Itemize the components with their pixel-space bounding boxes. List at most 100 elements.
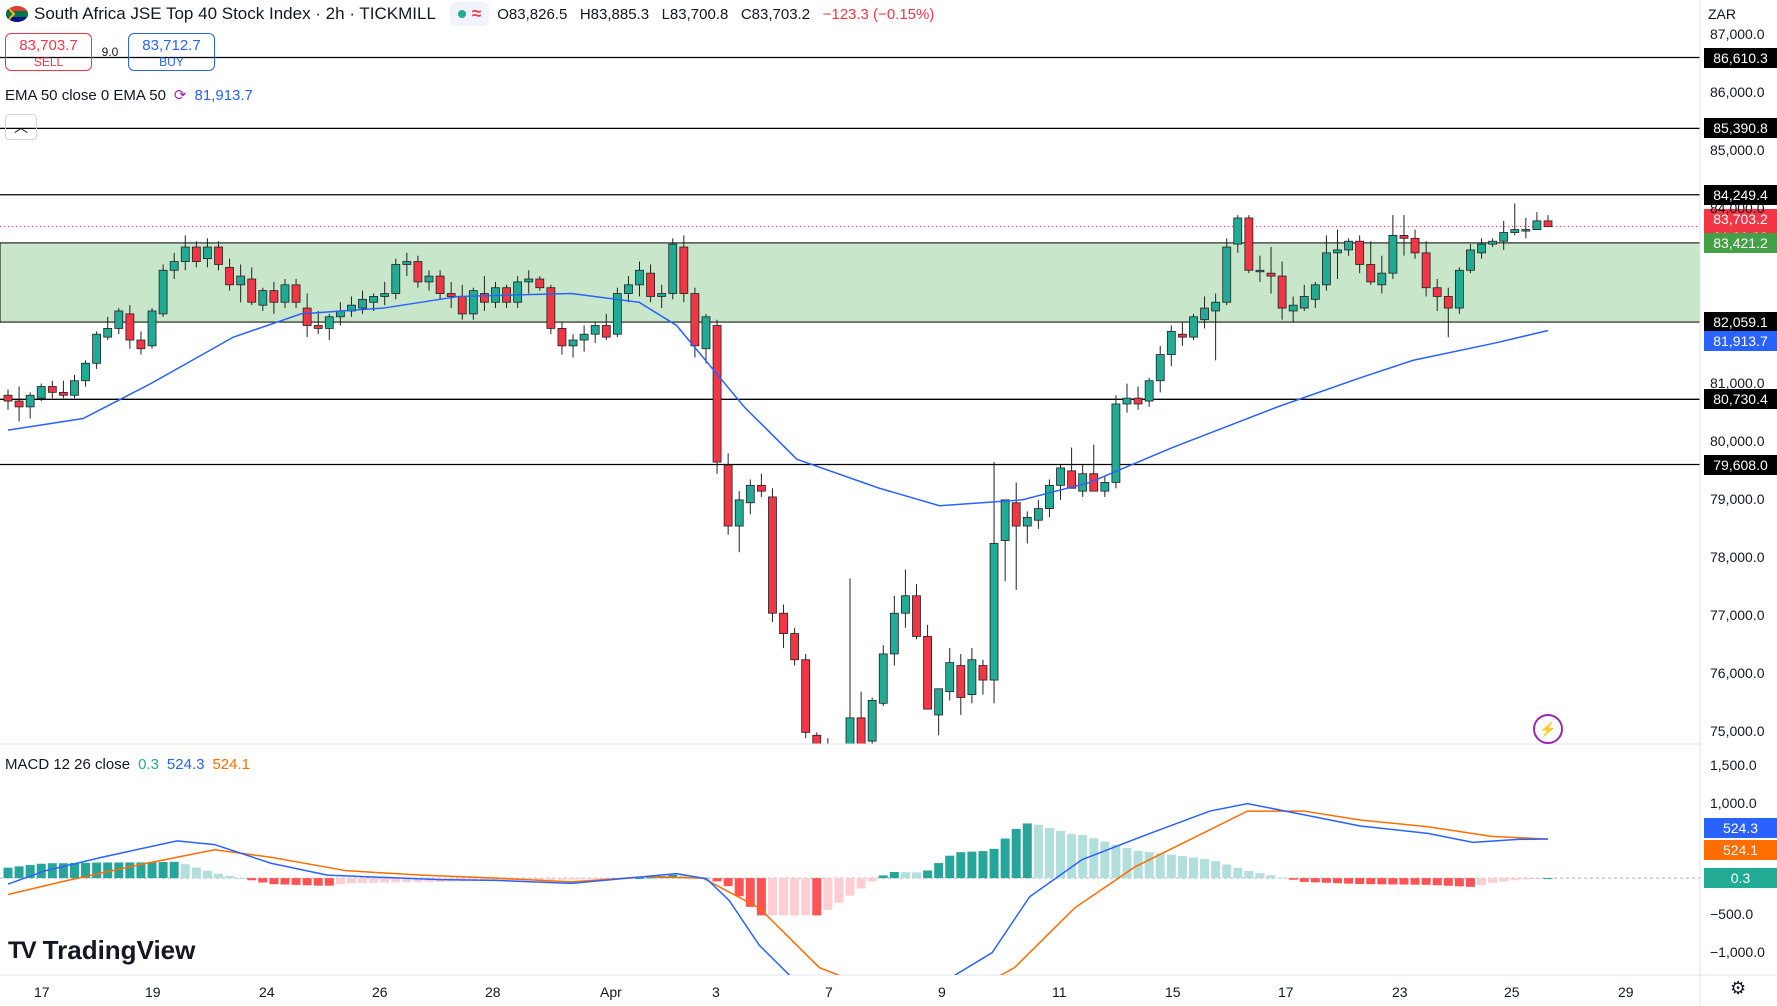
macd-hist-bar [1510,878,1520,881]
collapse-legend-button[interactable]: ︿ [5,114,37,140]
price-tick: 79,000.0 [1710,490,1765,507]
currency-label[interactable]: ZAR [1708,6,1736,22]
bullish-candle [468,290,478,315]
lightning-alert-icon[interactable]: ⚡ [1533,714,1563,744]
date-tick: 19 [145,984,161,1000]
bullish-candle [1200,307,1209,321]
macd-hist-bar [1521,878,1531,880]
macd-hist-bar [889,871,899,879]
bullish-candle [1333,249,1342,254]
macd-hist-bar [1421,878,1431,885]
bullish-candle [1155,354,1165,382]
support-zone [0,242,1701,323]
bearish-candle [601,325,611,338]
symbol-header: South Africa JSE Top 40 Stock Index · 2h… [0,0,934,28]
macd-hist-bar [1056,830,1066,879]
macd-hist-bar [1288,878,1298,880]
bearish-candle [856,717,866,744]
macd-hist-bar [14,866,24,879]
ema-legend[interactable]: EMA 50 close 0 EMA 50 ⟳ 81,913.7 [5,86,253,105]
bullish-candle [1488,240,1498,245]
macd-hist-bar [712,878,722,882]
macd-hist-bar [1532,878,1542,880]
macd-hist-bar [756,878,766,916]
symbol-title[interactable]: South Africa JSE Top 40 Stock Index · 2h… [34,4,436,23]
bearish-candle [557,328,567,347]
chevron-up-icon: ︿ [14,119,28,135]
buy-button[interactable]: 83,712.7 BUY [128,33,215,71]
macd-hist-bar [557,878,567,880]
macd-legend[interactable]: MACD 12 26 close 0.3 524.3 524.1 [5,756,250,773]
bearish-candle [1266,272,1276,277]
bullish-candle [92,333,102,364]
bullish-candle [1000,499,1010,541]
bearish-candle [978,665,988,681]
macd-hist-bar [1155,853,1165,879]
macd-hist-bar [834,878,844,903]
macd-hist-bar [1332,878,1342,884]
bearish-candle [712,325,722,463]
sell-price: 83,703.7 [19,37,78,54]
market-status[interactable]: ≈ [449,2,490,26]
macd-hist-bar [1089,838,1099,879]
macd-hist-bar [978,851,988,879]
bearish-candle [413,261,423,283]
macd-hist-bar [812,878,822,916]
ohlc-values: O83,826.5 H83,885.3 L83,700.8 C83,703.2 … [497,6,934,23]
bullish-candle [280,284,290,303]
macd-hist-bar [1022,823,1032,879]
bearish-candle [535,278,545,289]
bullish-candle [203,246,212,260]
macd-hist-bar [125,862,135,879]
macd-tick: 1,000.0 [1710,794,1757,811]
tradingview-mark-icon: TV [8,936,37,964]
bullish-candle [1532,220,1542,230]
macd-hist-bar [1477,878,1487,886]
spread-value: 9.0 [101,45,119,59]
bullish-candle [25,394,35,408]
date-tick: 28 [485,984,501,1000]
bearish-candle [1133,397,1143,405]
bullish-candle [1255,269,1265,273]
bullish-candle [1322,252,1331,286]
bullish-candle [624,284,633,294]
bearish-candle [136,339,146,350]
bullish-candle [524,278,534,283]
macd-hist-bar [236,878,246,880]
macd-hist-bar [291,878,301,885]
bearish-candle [313,325,323,329]
gear-icon[interactable]: ⚙ [1730,978,1747,998]
macd-hist-bar [346,878,356,884]
macd-hist-bar [1100,841,1110,879]
macd-hist-bar [1255,873,1265,879]
macd-hist-bar [269,878,279,885]
bearish-candle [302,307,312,326]
macd-hist-bar [180,864,190,879]
macd-hist-bar [391,878,401,883]
macd-hist-bar [114,862,124,879]
macd-hist-bar [911,872,921,879]
macd-hist-bar [568,878,578,880]
macd-hist-bar [191,867,201,879]
bullish-candle [878,653,888,704]
bearish-candle [47,386,57,393]
bullish-candle [1510,229,1520,233]
macd-hist-bar [280,878,290,885]
bearish-candle [480,293,489,303]
macd-hist-bar [1344,878,1354,884]
low-value: L83,700.8 [661,5,729,23]
close-value: C83,703.2 [740,5,811,23]
bullish-candle [734,499,744,527]
price-label-level: 85,390.8 [1704,118,1777,139]
buy-price: 83,712.7 [142,37,201,54]
macd-hist-bar [1211,861,1221,879]
bearish-candle [58,391,68,396]
refresh-icon[interactable]: ⟳ [173,87,187,104]
bullish-candle [745,484,755,504]
macd-hist-bar [767,878,777,916]
sell-button[interactable]: 83,703.7 SELL [5,33,92,71]
bullish-candle [579,333,589,341]
macd-signal-line [7,810,1549,975]
tradingview-logo[interactable]: TV TradingView [8,935,195,966]
